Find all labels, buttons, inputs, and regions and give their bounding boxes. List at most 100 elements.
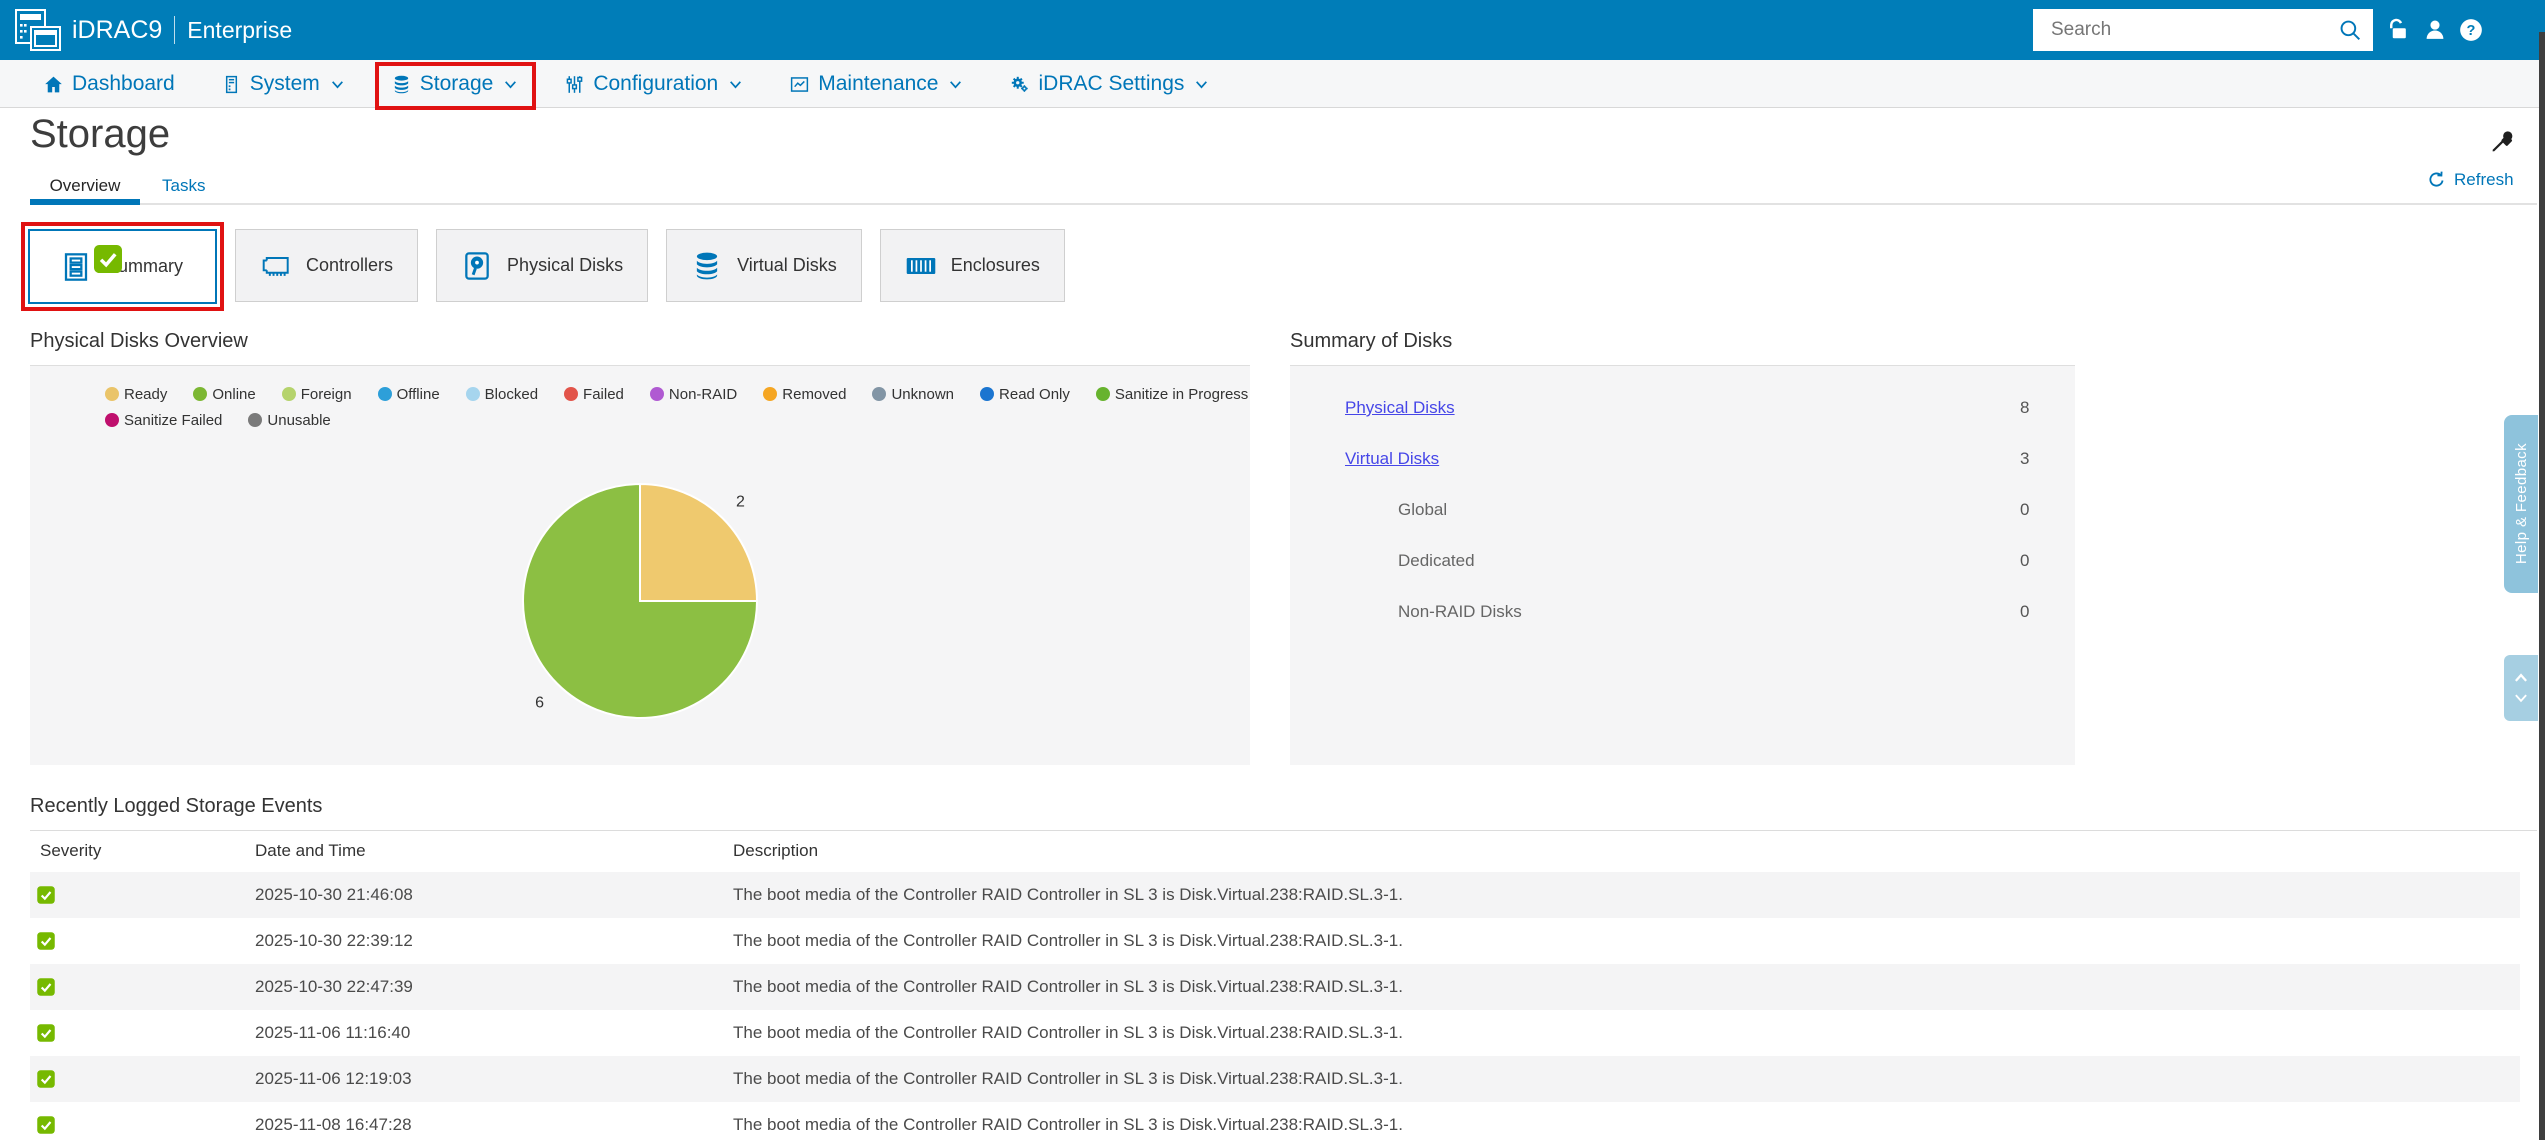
tab-tasks[interactable]: Tasks [162, 176, 206, 195]
brand-divider [174, 16, 176, 44]
legend-item-blocked: Blocked [465, 386, 538, 403]
severity-ok-icon [36, 931, 56, 951]
sliders-icon [564, 74, 585, 95]
legend-label: Sanitize Failed [124, 411, 223, 429]
edition-name: Enterprise [187, 16, 293, 43]
nav-item-system[interactable]: System [221, 72, 345, 96]
chart-section-title: Physical Disks Overview [30, 330, 248, 352]
summary-row-dedicated: Dedicated 0 [1290, 535, 2075, 586]
active-tab-underline [30, 199, 140, 205]
card-label: Enclosures [950, 255, 1040, 275]
summary-label: Dedicated [1398, 551, 1475, 570]
summary-row-global: Global 0 [1290, 484, 2075, 535]
event-description: The boot media of the Controller RAID Co… [733, 977, 1403, 996]
legend-item-offline: Offline [377, 385, 440, 403]
card-pdisk-icon [461, 250, 493, 282]
legend-label: Unusable [267, 411, 331, 429]
nav-item-maintenance[interactable]: Maintenance [789, 72, 963, 96]
help-feedback-tab[interactable]: Help & Feedback [2504, 415, 2538, 593]
db-icon [391, 74, 412, 95]
nav-item-label: System [249, 72, 320, 95]
summary-value: 0 [2020, 500, 2030, 519]
summary-label: Global [1398, 500, 1448, 519]
legend-item-non-raid: Non-RAID [649, 385, 738, 403]
brand: iDRAC9 Enterprise [72, 0, 292, 60]
main-nav: Dashboard System Storage Configuration Maint… [0, 60, 2545, 152]
events-table-header: Severity Date and Time Description [30, 830, 2520, 872]
check-badge-icon [92, 243, 124, 275]
help-feedback-label: Help & Feedback [2512, 443, 2530, 565]
legend-item-foreign: Foreign [281, 386, 352, 403]
event-description: The boot media of the Controller RAID Co… [733, 1023, 1403, 1042]
event-description: The boot media of the Controller RAID Co… [733, 931, 1403, 950]
event-row: 2025-11-06 12:19:03 The boot media of the… [30, 1056, 2520, 1102]
user-icon[interactable] [2421, 16, 2449, 44]
gears-icon [1009, 74, 1030, 95]
card-label: Virtual Disks [737, 255, 837, 275]
legend-item-sanitize-failed: Sanitize Failed [105, 412, 222, 429]
help-icon[interactable]: ? [2457, 16, 2485, 44]
legend-row: Sanitize Failed Unusable [105, 407, 1248, 433]
browser-scrollbar[interactable] [2539, 32, 2545, 1140]
legend-item-ready: Ready [105, 386, 167, 403]
tab-overview[interactable]: Overview [49, 176, 121, 195]
legend-dot [105, 387, 119, 401]
column-header-severity: Severity [40, 841, 102, 860]
legend-dot [105, 413, 119, 427]
home-icon [43, 74, 64, 95]
severity-ok-icon [36, 977, 56, 997]
card-controllers[interactable]: Controllers [235, 229, 419, 302]
column-header-description: Description [733, 841, 819, 860]
card-vdisk-icon [691, 250, 723, 282]
legend-item-failed: Failed [564, 386, 624, 403]
events-table-body: 2025-10-30 21:46:08 The boot media of the… [30, 872, 2520, 1140]
nav-item-dashboard[interactable]: Dashboard [43, 72, 175, 96]
nav-item-label: Configuration [593, 72, 719, 95]
storage-cards: Summary Controllers Physical Disks Virtual … [20, 222, 1065, 311]
summary-row-virtual-disks: Virtual Disks 3 [1290, 433, 2075, 484]
pie-legend: Ready Online Foreign Offline Blocked Failed No… [105, 381, 1248, 433]
card-enclosures[interactable]: Enclosures [879, 229, 1065, 302]
refresh-icon [2426, 169, 2447, 190]
card-summary-icon [60, 251, 92, 283]
search-input[interactable] [2033, 18, 2337, 42]
lock-open-icon[interactable] [2384, 16, 2412, 44]
legend-item-unknown: Unknown [872, 386, 954, 403]
chevron-up-icon[interactable] [2511, 670, 2531, 686]
nav-item-configuration[interactable]: Configuration [564, 72, 743, 96]
summary-value: 0 [2020, 551, 2030, 570]
event-datetime: 2025-11-06 11:16:40 [255, 1023, 411, 1042]
summary-link-physical-disks[interactable]: Physical Disks [1345, 398, 1455, 417]
chevron-down-icon [728, 77, 743, 92]
card-physical-disks[interactable]: Physical Disks [436, 229, 649, 302]
event-description: The boot media of the Controller RAID Co… [733, 1115, 1403, 1134]
pie-data-label: 2 [736, 494, 745, 511]
legend-dot [248, 413, 263, 427]
nav-item-idrac-settings[interactable]: iDRAC Settings [1009, 72, 1209, 96]
summary-section-title: Summary of Disks [1290, 330, 1453, 352]
legend-label: Offline [396, 385, 440, 403]
event-description: The boot media of the Controller RAID Co… [733, 885, 1403, 904]
event-description: The boot media of the Controller RAID Co… [733, 1069, 1403, 1088]
nav-item-storage[interactable]: Storage [374, 62, 536, 110]
search-icon[interactable] [2337, 17, 2363, 43]
summary-label: Non-RAID Disks [1398, 602, 1522, 621]
legend-item-removed: Removed [763, 386, 846, 403]
summary-row-non-raid-disks: Non-RAID Disks 0 [1290, 586, 2075, 637]
summary-of-disks-panel: Physical Disks 8 Virtual Disks 3 Global 0 Dedi… [1290, 365, 2075, 765]
legend-row: Ready Online Foreign Offline Blocked Failed No… [105, 381, 1248, 407]
chevron-down-icon[interactable] [2511, 690, 2531, 706]
legend-label: Non-RAID [668, 385, 738, 403]
card-virtual-disks[interactable]: Virtual Disks [666, 229, 862, 302]
refresh-button[interactable]: Refresh [2426, 169, 2514, 190]
legend-label: Failed [583, 385, 624, 403]
legend-dot [465, 387, 480, 401]
chevron-down-icon [948, 77, 963, 92]
legend-dot [564, 387, 579, 401]
page-scroll-widget[interactable] [2504, 655, 2538, 721]
event-datetime: 2025-10-30 22:47:39 [255, 977, 413, 996]
card-summary[interactable]: Summary [20, 222, 225, 311]
summary-link-virtual-disks[interactable]: Virtual Disks [1345, 449, 1440, 468]
pin-icon[interactable] [2488, 126, 2518, 156]
